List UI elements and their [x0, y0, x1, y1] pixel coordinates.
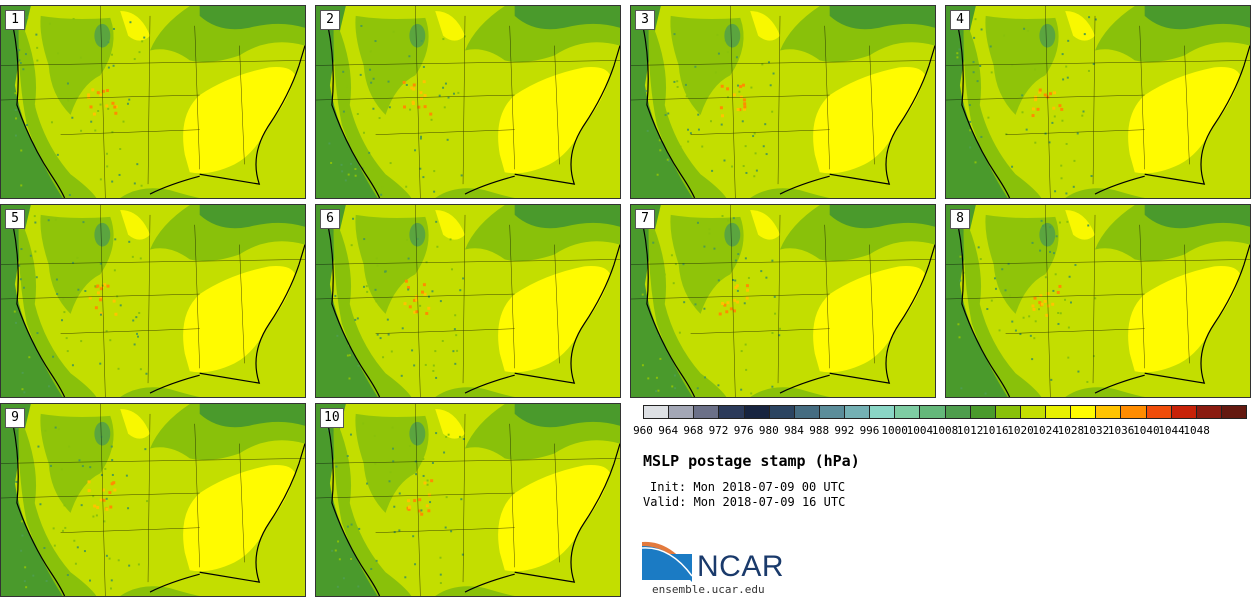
colorbar-tick-label: 980 — [758, 424, 779, 437]
map-field — [946, 205, 1250, 397]
member-number: 10 — [320, 408, 344, 428]
colorbar-tick-label: 1004 — [906, 424, 934, 437]
colorbar-tick-label: 1032 — [1082, 424, 1110, 437]
member-panel-2: 2 — [315, 5, 621, 199]
colorbar-swatch — [794, 406, 820, 418]
colorbar-tick-label: 968 — [683, 424, 704, 437]
colorbar-tick-label: 960 — [633, 424, 653, 437]
member-panel-3: 3 — [630, 5, 936, 199]
colorbar-tick-label: 1020 — [1007, 424, 1034, 437]
member-panel-8: 8 — [945, 204, 1251, 398]
colorbar-tick-label: 992 — [834, 424, 855, 437]
map-field — [316, 6, 620, 198]
colorbar-tick-label: 964 — [658, 424, 679, 437]
colorbar-swatch — [895, 406, 921, 418]
colorbar-swatch — [1171, 406, 1197, 418]
colorbar-tick-label: 976 — [733, 424, 754, 437]
colorbar-tick-label: 972 — [708, 424, 729, 437]
map-field — [1, 205, 305, 397]
colorbar-swatch — [769, 406, 795, 418]
member-number: 5 — [5, 209, 25, 229]
map-field — [1, 6, 305, 198]
colorbar-tick-label: 1008 — [931, 424, 959, 437]
colorbar-swatch — [1020, 406, 1046, 418]
ncar-logo-icon — [642, 541, 693, 582]
site-url: ensemble.ucar.edu — [652, 583, 765, 596]
map-field — [631, 6, 935, 198]
init-time: Init: Mon 2018-07-09 00 UTC — [650, 480, 846, 494]
colorbar-tick-label: 996 — [859, 424, 880, 437]
colorbar-swatch — [1221, 406, 1246, 418]
ncar-logo-text: NCAR — [697, 550, 785, 583]
colorbar-swatch — [1071, 406, 1097, 418]
map-field — [316, 404, 620, 596]
colorbar-swatch — [1121, 406, 1147, 418]
colorbar-tick-label: 1044 — [1158, 424, 1185, 437]
member-panel-5: 5 — [0, 204, 306, 398]
member-panel-4: 4 — [945, 5, 1251, 199]
colorbar-swatch — [744, 406, 770, 418]
member-panel-6: 6 — [315, 204, 621, 398]
colorbar-swatch — [870, 406, 896, 418]
map-field — [316, 205, 620, 397]
colorbar-tick-label: 988 — [809, 424, 830, 437]
colorbar-tick-label: 1012 — [956, 424, 984, 437]
member-number: 1 — [5, 10, 25, 30]
colorbar-swatch — [845, 406, 871, 418]
colorbar-swatch — [719, 406, 745, 418]
colorbar-swatch — [694, 406, 720, 418]
map-field — [631, 205, 935, 397]
colorbar-tick-labels: 960 964 968 972 976 980 984 988 992 996 1000 1004 10… — [633, 424, 1247, 438]
colorbar-tick-label: 1000 — [881, 424, 908, 437]
colorbar-swatch — [945, 406, 971, 418]
colorbar-tick-label: 1040 — [1133, 424, 1160, 437]
member-panel-1: 1 — [0, 5, 306, 199]
colorbar-swatch — [819, 406, 845, 418]
colorbar-tick-label: 1036 — [1107, 424, 1135, 437]
member-number: 8 — [950, 209, 970, 229]
colorbar-tick-label: 1024 — [1032, 424, 1059, 437]
colorbar-swatch — [669, 406, 695, 418]
colorbar-swatch — [995, 406, 1021, 418]
member-panel-9: 9 — [0, 403, 306, 597]
colorbar-swatch — [1096, 406, 1122, 418]
valid-time: Valid: Mon 2018-07-09 16 UTC — [643, 495, 846, 509]
colorbar-swatch — [1196, 406, 1222, 418]
member-number: 7 — [635, 209, 655, 229]
colorbar-swatch — [920, 406, 946, 418]
member-panel-10: 10 — [315, 403, 621, 597]
member-number: 2 — [320, 10, 340, 30]
member-number: 3 — [635, 10, 655, 30]
colorbar-swatch — [644, 406, 670, 418]
colorbar-tick-label: 1016 — [982, 424, 1009, 437]
map-title: MSLP postage stamp (hPa) — [643, 452, 860, 470]
colorbar-swatch — [1146, 406, 1172, 418]
colorbar-swatch — [1046, 406, 1072, 418]
colorbar-tick-label: 1028 — [1057, 424, 1085, 437]
colorbar-tick-label: 984 — [784, 424, 804, 437]
member-number: 4 — [950, 10, 970, 30]
member-panel-7: 7 — [630, 204, 936, 398]
member-number: 9 — [5, 408, 25, 428]
map-field — [1, 404, 305, 596]
pressure-colorbar — [643, 405, 1247, 419]
colorbar-swatch — [970, 406, 996, 418]
colorbar-tick-label: 1048 — [1183, 424, 1210, 437]
map-field — [946, 6, 1250, 198]
member-number: 6 — [320, 209, 340, 229]
